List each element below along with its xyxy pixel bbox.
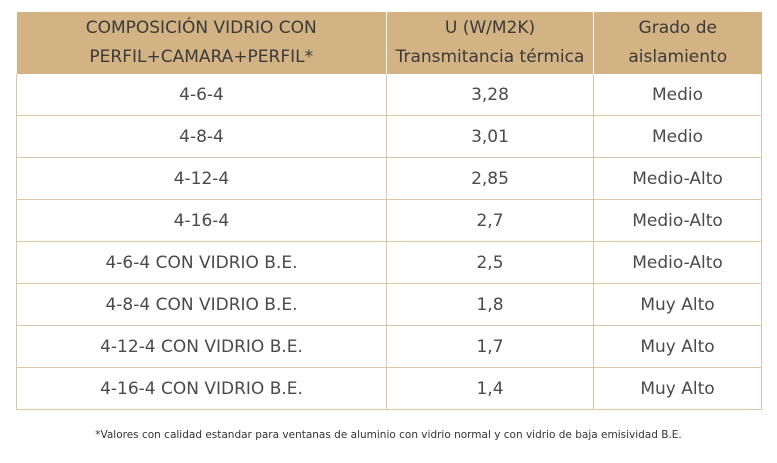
insulation-grade-cell: Medio bbox=[593, 74, 762, 116]
u-value-cell: 1,7 bbox=[386, 325, 594, 368]
u-value-cell: 2,85 bbox=[386, 157, 594, 200]
header-glass-composition-line-2: PERFIL+CAMARA+PERFIL* bbox=[89, 47, 314, 67]
composition-cell: 4-8-4 bbox=[16, 115, 387, 158]
header-u-value: U (W/M2K) Transmitancia térmica bbox=[386, 12, 594, 74]
composition-cell: 4-8-4 CON VIDRIO B.E. bbox=[16, 283, 387, 326]
composition-cell: 4-12-4 bbox=[16, 157, 387, 200]
table-body: 4-6-4 3,28 Medio 4-8-4 3,01 Medio 4-12-4… bbox=[16, 74, 762, 410]
table-row: 4-6-4 CON VIDRIO B.E. 2,5 Medio-Alto bbox=[16, 241, 762, 284]
table-row: 4-8-4 CON VIDRIO B.E. 1,8 Muy Alto bbox=[16, 283, 762, 326]
table-row: 4-16-4 2,7 Medio-Alto bbox=[16, 199, 762, 242]
table-header: COMPOSICIÓN VIDRIO CON PERFIL+CAMARA+PER… bbox=[16, 12, 762, 74]
table-row: 4-12-4 CON VIDRIO B.E. 1,7 Muy Alto bbox=[16, 325, 762, 368]
insulation-grade-cell: Medio-Alto bbox=[593, 157, 762, 200]
header-u-value-line-2: Transmitancia térmica bbox=[395, 47, 585, 67]
thermal-transmittance-table-container: COMPOSICIÓN VIDRIO CON PERFIL+CAMARA+PER… bbox=[16, 12, 762, 410]
u-value-cell: 3,01 bbox=[386, 115, 594, 158]
table-row: 4-12-4 2,85 Medio-Alto bbox=[16, 157, 762, 200]
insulation-grade-cell: Medio-Alto bbox=[593, 241, 762, 284]
insulation-grade-cell: Muy Alto bbox=[593, 283, 762, 326]
insulation-grade-cell: Muy Alto bbox=[593, 367, 762, 410]
header-glass-composition: COMPOSICIÓN VIDRIO CON PERFIL+CAMARA+PER… bbox=[16, 12, 387, 74]
table-row: 4-8-4 3,01 Medio bbox=[16, 115, 762, 158]
table-row: 4-6-4 3,28 Medio bbox=[16, 74, 762, 116]
insulation-grade-cell: Medio-Alto bbox=[593, 199, 762, 242]
insulation-grade-cell: Muy Alto bbox=[593, 325, 762, 368]
footnote: *Valores con calidad estandar para venta… bbox=[95, 429, 682, 441]
header-insulation-grade: Grado de aislamiento bbox=[593, 12, 762, 74]
composition-cell: 4-16-4 bbox=[16, 199, 387, 242]
table-row: 4-16-4 CON VIDRIO B.E. 1,4 Muy Alto bbox=[16, 367, 762, 410]
header-glass-composition-line-1: COMPOSICIÓN VIDRIO CON bbox=[85, 18, 317, 38]
thermal-transmittance-table: COMPOSICIÓN VIDRIO CON PERFIL+CAMARA+PER… bbox=[16, 12, 762, 410]
u-value-cell: 2,7 bbox=[386, 199, 594, 242]
composition-cell: 4-16-4 CON VIDRIO B.E. bbox=[16, 367, 387, 410]
u-value-cell: 1,8 bbox=[386, 283, 594, 326]
composition-cell: 4-6-4 CON VIDRIO B.E. bbox=[16, 241, 387, 284]
insulation-grade-cell: Medio bbox=[593, 115, 762, 158]
composition-cell: 4-12-4 CON VIDRIO B.E. bbox=[16, 325, 387, 368]
u-value-cell: 1,4 bbox=[386, 367, 594, 410]
header-insulation-grade-line-1: Grado de bbox=[638, 18, 717, 38]
header-row: COMPOSICIÓN VIDRIO CON PERFIL+CAMARA+PER… bbox=[16, 12, 762, 74]
u-value-cell: 2,5 bbox=[386, 241, 594, 284]
header-u-value-line-1: U (W/M2K) bbox=[444, 18, 536, 38]
u-value-cell: 3,28 bbox=[386, 74, 594, 116]
composition-cell: 4-6-4 bbox=[16, 74, 387, 116]
header-insulation-grade-line-2: aislamiento bbox=[628, 47, 728, 67]
